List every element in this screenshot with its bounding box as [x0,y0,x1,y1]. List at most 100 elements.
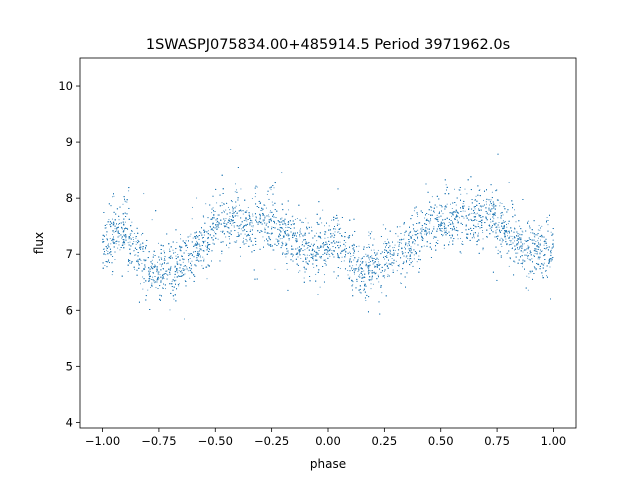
data-point [210,229,212,231]
data-point [354,268,356,270]
data-point [383,270,385,272]
data-point [433,212,435,214]
data-point [451,208,453,209]
data-point [105,254,107,256]
data-point [538,225,540,226]
data-point [273,249,275,251]
data-point [527,221,528,223]
data-point [390,263,392,264]
data-point [161,278,163,280]
data-point [218,221,220,223]
data-point [207,230,209,232]
data-point [231,224,233,226]
data-point [440,221,442,223]
data-point [527,252,528,254]
data-point [480,206,482,208]
data-point [490,209,492,211]
data-point [348,258,350,260]
data-point [420,234,422,236]
data-point [262,220,264,222]
data-point [106,261,108,263]
data-point [122,228,124,230]
data-point [410,246,412,248]
data-point [243,240,244,242]
data-point [455,204,457,206]
data-point [135,254,137,256]
data-point [226,224,227,226]
data-point [261,209,263,211]
data-point [218,227,220,229]
data-point [225,209,227,211]
data-point [328,225,330,227]
data-point [186,266,188,268]
data-point [449,241,450,243]
data-point [370,279,372,281]
data-point [221,204,223,206]
data-point [275,238,277,240]
data-point [349,251,351,253]
data-point [466,193,468,195]
data-point [525,249,527,251]
data-point [387,274,389,276]
data-point [343,260,345,262]
data-point [372,272,374,274]
data-point [268,238,270,239]
data-point [166,273,167,275]
data-point [279,229,281,231]
data-point [304,239,305,241]
data-point [216,222,218,224]
data-point [528,258,530,260]
data-point [474,225,476,227]
data-point [347,270,349,271]
data-point [149,278,151,280]
data-point [537,234,539,236]
data-point [226,223,228,225]
data-point [490,199,492,201]
data-point [223,210,224,212]
data-point [377,274,379,276]
data-point [235,215,237,217]
data-point [489,228,491,230]
data-point [143,259,145,261]
data-point [299,270,301,272]
data-point [395,233,397,235]
data-point [359,276,361,278]
data-point [228,206,229,208]
data-point [228,232,230,234]
data-point [502,214,504,216]
data-point [371,255,373,257]
data-point [155,287,157,288]
data-point [534,236,536,238]
data-point [130,233,132,235]
data-point [192,237,194,239]
data-point [327,253,329,255]
data-point [303,222,304,223]
data-point [491,213,493,215]
data-point [129,233,131,235]
data-point [240,210,242,212]
data-point [326,251,328,253]
data-point [269,211,271,213]
data-point [189,258,191,259]
data-point [327,237,329,239]
data-point [351,268,352,270]
data-point [177,272,179,274]
data-point [233,226,235,228]
data-point [344,248,346,250]
data-point [473,235,475,237]
data-point [215,233,217,235]
data-point [262,215,264,217]
data-point [246,210,248,212]
data-point [108,260,110,262]
data-point [183,266,185,267]
data-point [255,217,257,219]
data-point [329,248,331,250]
data-point [342,250,344,252]
data-point [373,249,375,251]
data-point [221,253,223,255]
data-point [504,231,506,233]
data-point [405,231,407,233]
data-point [439,204,441,206]
data-point [487,213,489,215]
